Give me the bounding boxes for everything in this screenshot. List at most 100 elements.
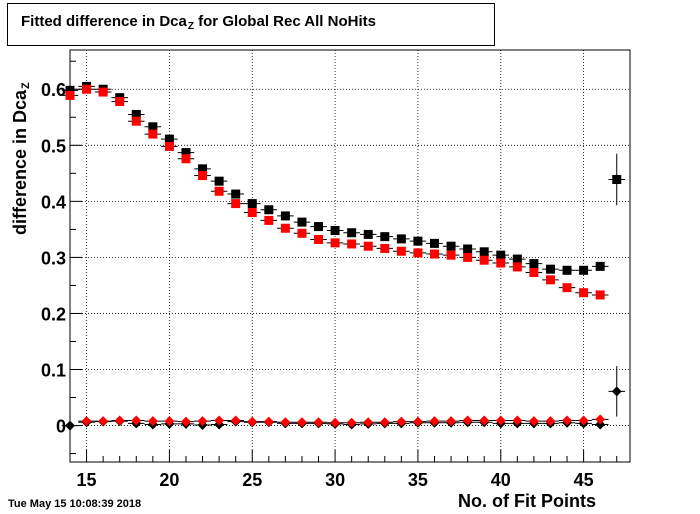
- x-tick-label: 20: [159, 470, 179, 490]
- data-point-square: [413, 236, 423, 246]
- plot-frame: [69, 49, 631, 463]
- data-point-diamond: [313, 417, 324, 428]
- data-point-square: [65, 85, 75, 95]
- data-point-square: [131, 109, 141, 119]
- data-point-square: [363, 241, 373, 251]
- data-point-diamond: [214, 415, 225, 426]
- data-point-square: [496, 250, 506, 260]
- data-point-square: [264, 205, 274, 215]
- y-tick-label: 0.3: [41, 248, 66, 268]
- data-point-diamond: [147, 416, 158, 427]
- x-tick-label: 15: [77, 470, 97, 490]
- data-point-square: [446, 241, 456, 251]
- data-point-square: [65, 90, 75, 100]
- data-point-square: [429, 238, 439, 248]
- data-point-square: [545, 264, 555, 274]
- data-point-square: [595, 261, 605, 271]
- data-point-square: [181, 148, 191, 158]
- data-point-diamond: [479, 415, 490, 426]
- data-point-diamond: [578, 415, 589, 426]
- data-point-square: [363, 229, 373, 239]
- data-point-square: [330, 238, 340, 248]
- data-point-diamond: [81, 416, 92, 427]
- data-point-square: [579, 288, 589, 298]
- y-tick-label: 0.1: [41, 361, 66, 381]
- data-point-square: [214, 176, 224, 186]
- data-point-diamond: [197, 416, 208, 427]
- data-point-square: [496, 258, 506, 268]
- data-point-square: [479, 255, 489, 265]
- data-point-square: [512, 254, 522, 264]
- data-point-diamond: [280, 417, 291, 428]
- y-tick-label: 0: [56, 417, 66, 437]
- data-point-square: [396, 234, 406, 244]
- data-point-square: [396, 246, 406, 256]
- data-point-square: [297, 228, 307, 238]
- data-point-square: [198, 171, 208, 181]
- data-point-square: [115, 97, 125, 107]
- y-axis-label-subscript: Z: [20, 82, 32, 89]
- data-point-diamond: [462, 415, 473, 426]
- data-point-diamond: [363, 417, 374, 428]
- data-point-square: [330, 225, 340, 235]
- data-point-diamond: [545, 416, 556, 427]
- data-point-square: [82, 84, 92, 94]
- data-point-square: [380, 232, 390, 242]
- data-point-square: [214, 186, 224, 196]
- data-point-diamond: [114, 415, 125, 426]
- data-point-diamond: [495, 415, 506, 426]
- data-point-diamond: [98, 416, 109, 427]
- data-point-square: [562, 265, 572, 275]
- data-point-square: [429, 249, 439, 259]
- data-point-diamond: [296, 417, 307, 428]
- data-point-square: [98, 87, 108, 97]
- chart-title-rest: for Global Rec All NoHits: [193, 13, 376, 30]
- data-point-square: [280, 211, 290, 221]
- data-point-square: [529, 268, 539, 278]
- data-point-square: [148, 122, 158, 132]
- data-point-diamond: [330, 417, 341, 428]
- data-point-square: [380, 243, 390, 253]
- x-axis-label: No. of Fit Points: [458, 491, 596, 511]
- data-point-diamond: [131, 415, 142, 426]
- data-point-square: [280, 223, 290, 233]
- data-point-diamond: [611, 386, 622, 397]
- data-point-diamond: [65, 420, 75, 431]
- y-tick-label: 0.6: [41, 80, 66, 100]
- data-point-diamond: [429, 416, 440, 427]
- data-point-diamond: [595, 419, 606, 430]
- y-axis-label: difference in DcaZ: [10, 82, 32, 235]
- y-tick-label: 0.5: [41, 136, 66, 156]
- data-point-square: [247, 199, 257, 209]
- data-point-square: [247, 208, 257, 218]
- data-point-square: [562, 283, 572, 293]
- y-tick-label: 0.2: [41, 304, 66, 324]
- data-point-square: [479, 247, 489, 257]
- data-point-square: [347, 239, 357, 249]
- data-point-square: [297, 217, 307, 227]
- data-point-square: [148, 129, 158, 139]
- data-point-diamond: [528, 416, 539, 427]
- data-point-square: [314, 222, 324, 232]
- data-point-diamond: [180, 416, 191, 427]
- x-tick-label: 45: [574, 470, 594, 490]
- x-tick-label: 35: [408, 470, 428, 490]
- data-point-diamond: [595, 414, 606, 425]
- data-point-square: [164, 141, 174, 151]
- data-point-diamond: [346, 417, 357, 428]
- data-point-diamond: [230, 415, 241, 426]
- data-point-diamond: [562, 415, 573, 426]
- data-point-square: [198, 164, 208, 174]
- data-point-square: [347, 228, 357, 238]
- data-point-square: [314, 234, 324, 244]
- timestamp: Tue May 15 10:08:39 2018: [8, 498, 142, 510]
- data-point-square: [595, 290, 605, 300]
- data-point-square: [164, 134, 174, 144]
- data-point-square: [413, 248, 423, 258]
- data-point-square: [131, 116, 141, 126]
- data-point-square: [463, 244, 473, 254]
- data-point-diamond: [164, 416, 175, 427]
- data-point-square: [579, 265, 589, 275]
- data-point-square: [612, 174, 622, 184]
- chart-title: Fitted difference in DcaZ for Global Rec…: [21, 13, 376, 32]
